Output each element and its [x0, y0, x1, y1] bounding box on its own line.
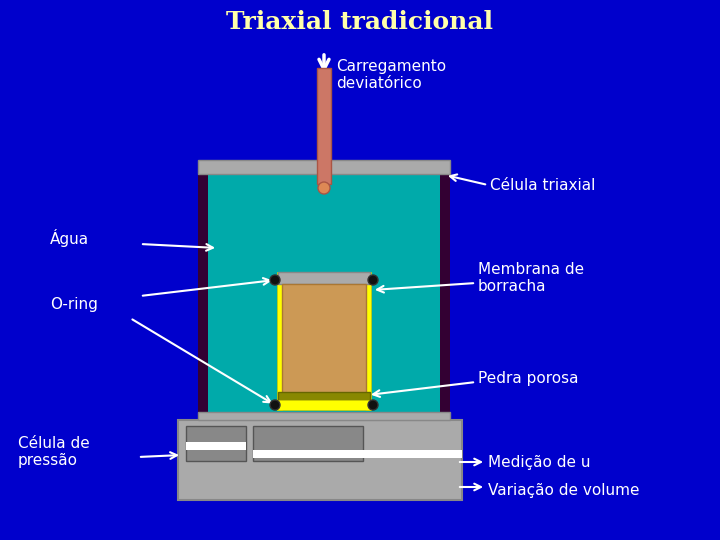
Bar — [253, 426, 363, 461]
Bar — [317, 68, 331, 184]
Text: Pedra porosa: Pedra porosa — [478, 370, 578, 386]
Text: Membrana de
borracha: Membrana de borracha — [478, 262, 584, 294]
Text: Solo: Solo — [305, 346, 343, 364]
Circle shape — [270, 400, 280, 410]
Bar — [198, 160, 450, 174]
Bar — [178, 420, 462, 500]
Circle shape — [368, 400, 378, 410]
Bar — [277, 400, 371, 410]
Bar — [366, 272, 371, 410]
Text: Triaxial tradicional: Triaxial tradicional — [227, 10, 493, 34]
Text: Água: Água — [50, 229, 89, 247]
Circle shape — [318, 182, 330, 194]
Bar — [278, 272, 370, 284]
Bar — [277, 272, 282, 410]
Circle shape — [270, 275, 280, 285]
Text: Célula triaxial: Célula triaxial — [490, 178, 595, 192]
Bar — [198, 412, 450, 420]
Bar — [208, 174, 440, 412]
Text: O-ring: O-ring — [50, 298, 98, 313]
Bar — [282, 284, 366, 396]
Text: Célula de
pressão: Célula de pressão — [18, 436, 90, 468]
Bar — [278, 392, 370, 402]
Bar — [253, 450, 462, 458]
Circle shape — [368, 275, 378, 285]
Bar — [440, 160, 450, 420]
Bar — [186, 426, 246, 461]
Bar — [186, 442, 246, 450]
Text: Medição de u: Medição de u — [488, 455, 590, 469]
Text: Carregamento
deviatórico: Carregamento deviatórico — [336, 59, 446, 91]
Bar — [198, 160, 208, 420]
Text: Variação de volume: Variação de volume — [488, 483, 639, 497]
